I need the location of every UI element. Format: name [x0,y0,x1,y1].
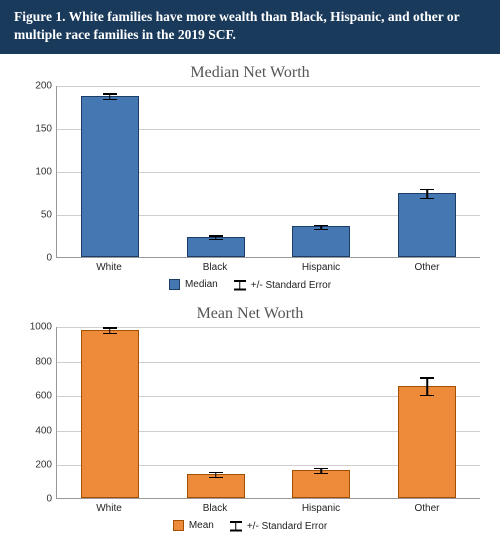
chart-title: Median Net Worth [20,64,480,82]
plot-wrap: 02004006008001000 [20,327,480,499]
y-tick-label: 1000 [30,322,52,333]
error-bar-other [420,189,434,199]
bar-hispanic [292,470,350,498]
x-label-white: White [56,499,162,514]
legend-error-label: +/- Standard Error [247,521,327,532]
bar-hispanic [292,226,350,257]
mean-net-worth-chart: Mean Net Worth 0 200 400 600 800 1000 WhiteBlac… [0,295,500,534]
bar-other [398,386,456,499]
figure-caption-band: Figure 1. White families have more wealt… [0,0,500,54]
legend-series: Mean [173,520,214,531]
legend: Mean +/- Standard Error [20,520,480,534]
legend-swatch-icon [173,520,184,531]
bar-white [81,330,139,499]
legend-error: +/- Standard Error [230,521,327,532]
x-label-other: Other [374,499,480,514]
y-tick-label: 0 [46,494,52,505]
grid-line [57,86,480,87]
chart-title: Mean Net Worth [20,305,480,323]
legend-error: +/- Standard Error [234,280,331,291]
bar-other [398,193,456,258]
x-label-hispanic: Hispanic [268,258,374,273]
legend-error-icon [234,280,246,290]
legend-series-label: Mean [189,520,214,531]
error-bar-white [103,93,117,100]
error-bar-other [420,377,434,396]
median-net-worth-chart: Median Net Worth 0 50 100 150 200 WhiteBlackHi… [0,54,500,293]
legend-error-icon [230,521,242,531]
legend-series: Median [169,279,218,290]
plot-area [56,327,480,499]
x-axis-labels: WhiteBlackHispanicOther [56,258,480,273]
bar-white [81,96,139,258]
error-bar-hispanic [314,468,328,474]
y-tick-label: 0 [46,253,52,264]
legend-error-label: +/- Standard Error [251,280,331,291]
y-tick-label: 800 [35,356,52,367]
x-label-black: Black [162,499,268,514]
x-label-hispanic: Hispanic [268,499,374,514]
y-tick-label: 50 [41,210,52,221]
error-bar-hispanic [314,225,328,230]
y-tick-label: 200 [35,460,52,471]
x-label-other: Other [374,258,480,273]
plot-area [56,86,480,258]
error-bar-black [209,235,223,240]
y-axis: 02004006008001000 [20,327,56,499]
x-label-white: White [56,258,162,273]
figure-caption-text: Figure 1. White families have more wealt… [14,9,459,42]
y-tick-label: 400 [35,425,52,436]
error-bar-black [209,472,223,478]
y-tick-label: 200 [35,81,52,92]
y-axis: 050100150200 [20,86,56,258]
legend-series-label: Median [185,279,218,290]
y-tick-label: 100 [35,167,52,178]
plot-wrap: 050100150200 [20,86,480,258]
grid-line [57,327,480,328]
x-axis-labels: WhiteBlackHispanicOther [56,499,480,514]
x-label-black: Black [162,258,268,273]
legend-swatch-icon [169,279,180,290]
error-bar-white [103,327,117,334]
legend: Median +/- Standard Error [20,279,480,293]
y-tick-label: 150 [35,124,52,135]
y-tick-label: 600 [35,391,52,402]
